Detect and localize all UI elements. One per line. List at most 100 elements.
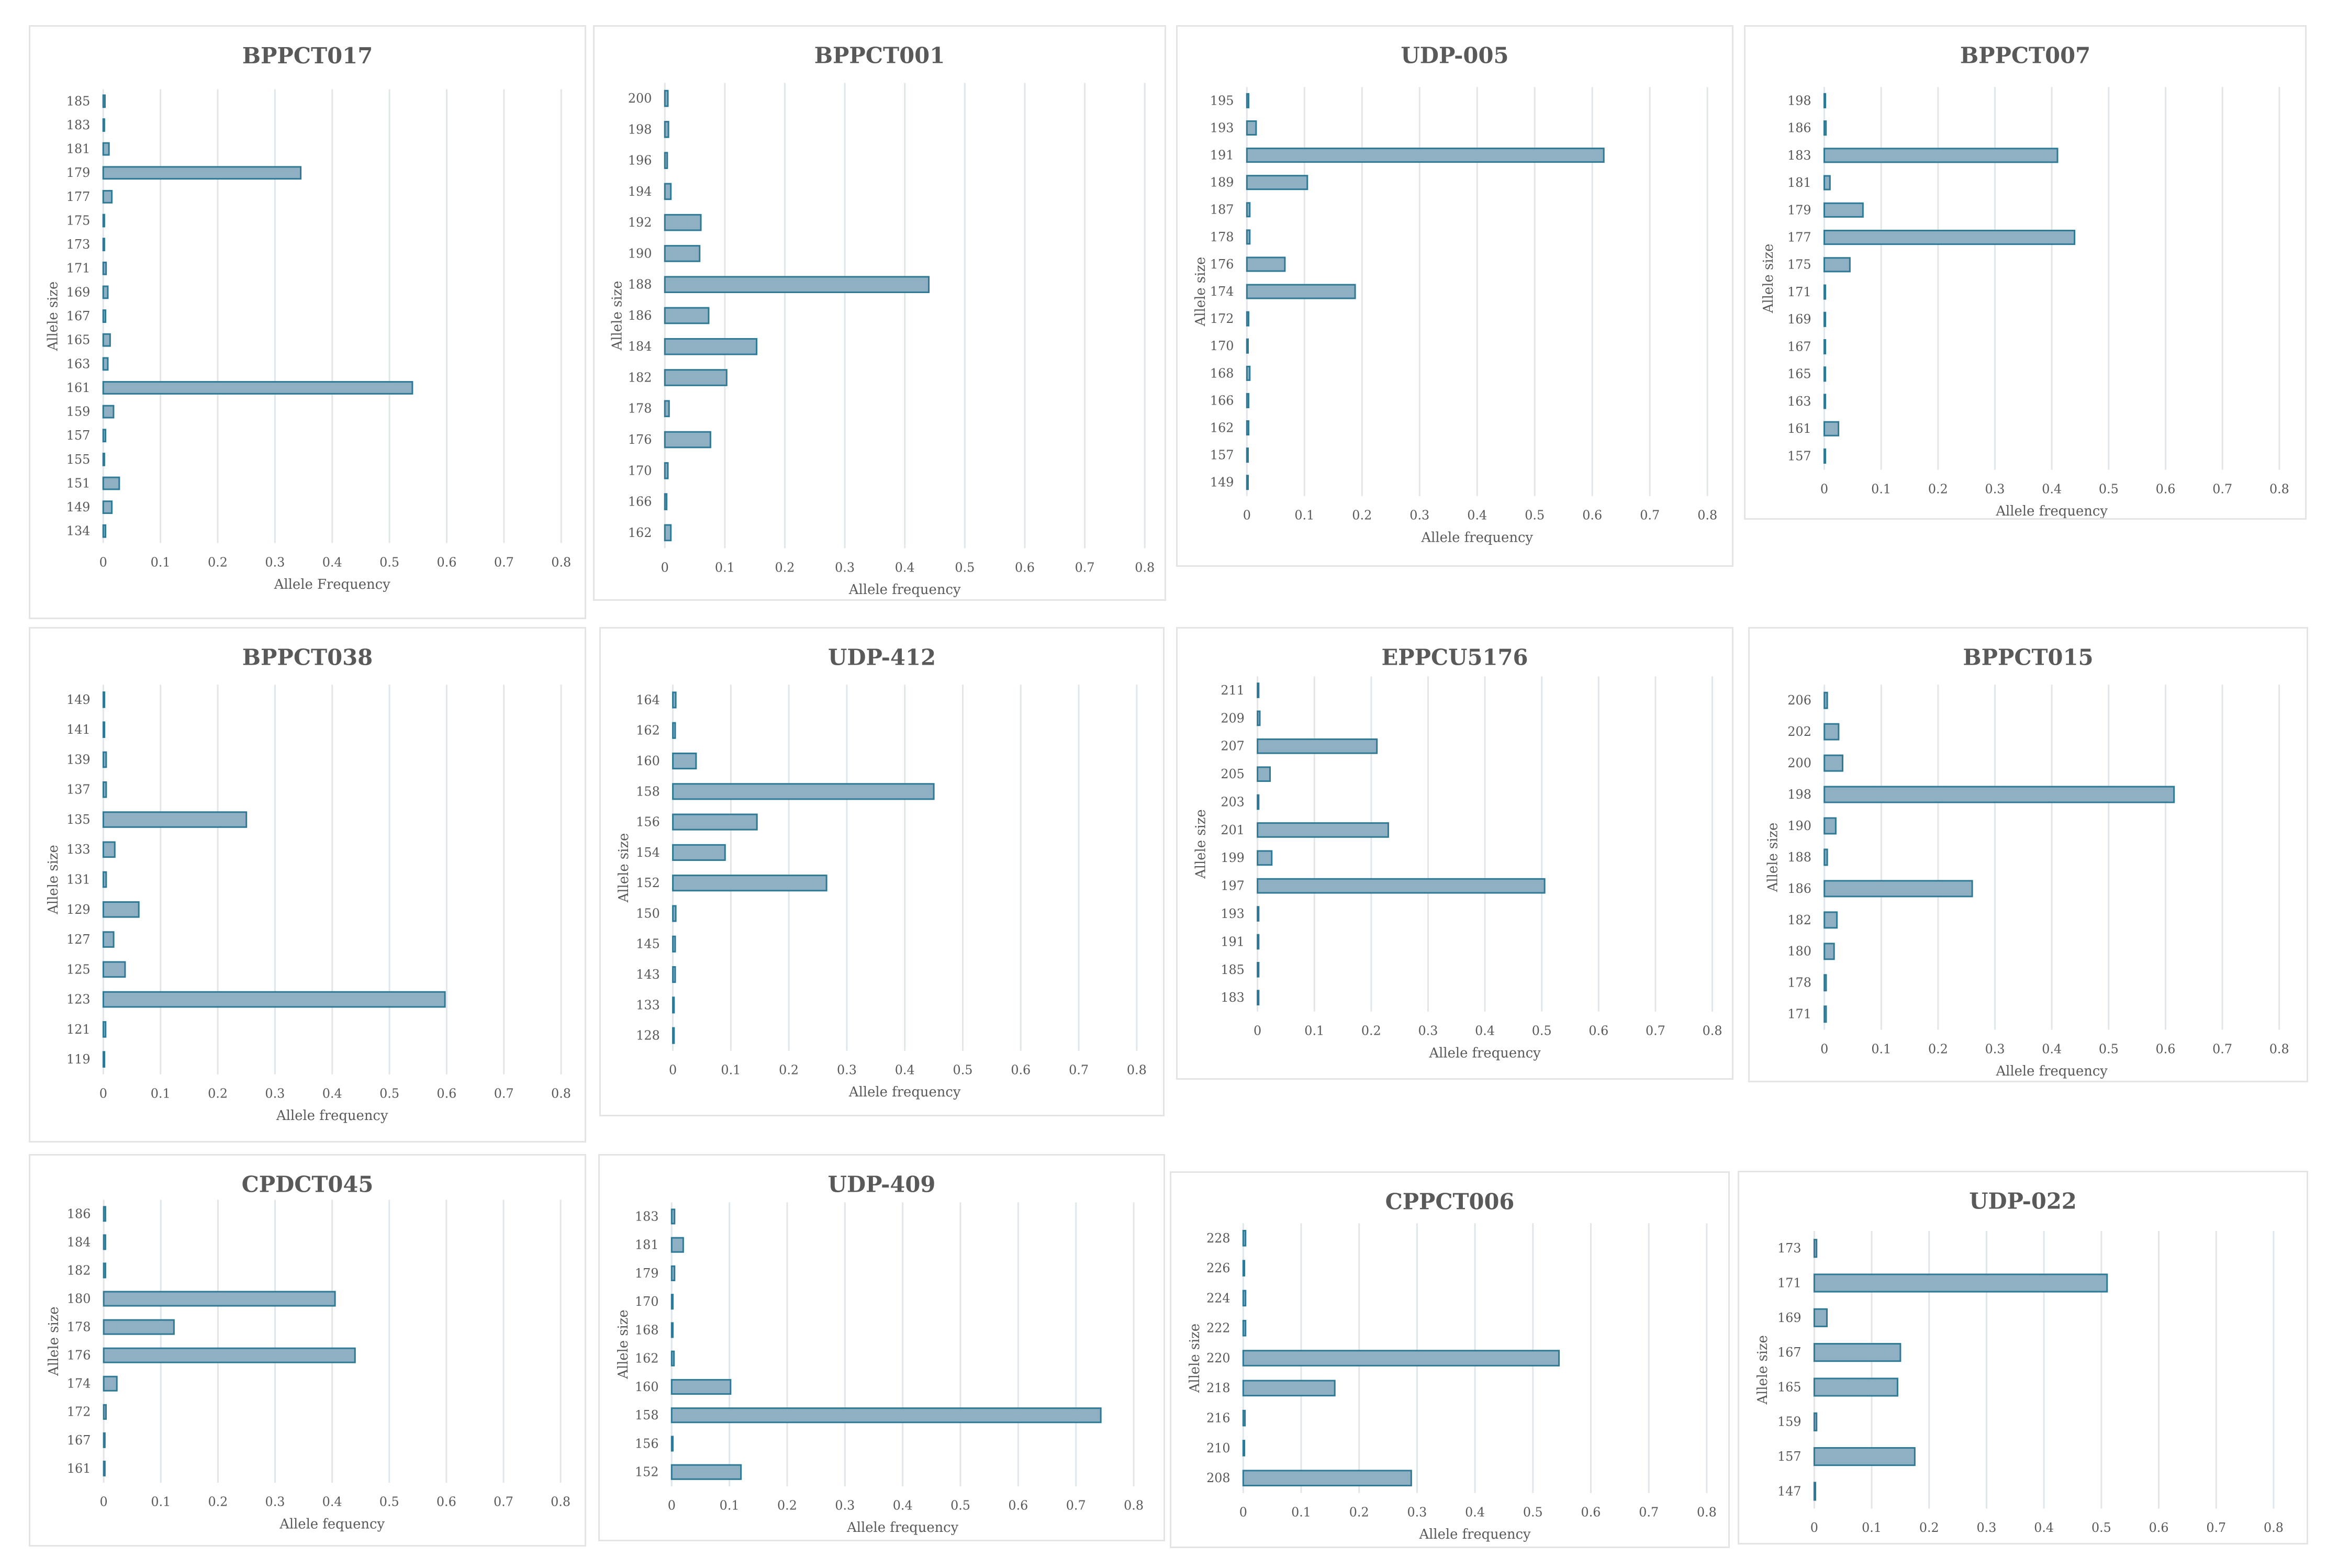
y-tick-label: 157 [1210, 448, 1234, 463]
bar-160 [672, 752, 697, 770]
bar-178 [1823, 974, 1827, 992]
y-tick-label: 178 [628, 401, 652, 416]
y-tick-label: 175 [66, 213, 91, 228]
chart-panel-cpdct045: CPDCT045 0 0.1 0.2 0.3 0.4 0.5 0.6 0.7 0.8 Allele … [29, 1154, 586, 1547]
x-tick-label: 0.3 [265, 1495, 285, 1509]
y-tick-label: 159 [1777, 1415, 1801, 1429]
y-tick-label: 196 [628, 153, 652, 168]
y-tick-label: 180 [67, 1291, 91, 1306]
bar-156 [670, 1436, 674, 1452]
y-tick-label: 178 [1210, 230, 1234, 244]
bar-178 [664, 400, 670, 418]
bar-174 [1246, 284, 1356, 299]
y-tick-label: 171 [1777, 1275, 1801, 1290]
chart-title: BPPCT015 [1963, 645, 2093, 670]
y-tick-label: 152 [635, 1465, 658, 1480]
bar-171 [1823, 1005, 1827, 1023]
chart-panel-udp-412: UDP-412 0 0.1 0.2 0.3 0.4 0.5 0.6 0.7 0.8 Allele f… [599, 627, 1165, 1116]
y-axis-label: Allele size [1193, 257, 1209, 327]
bar-127 [102, 931, 115, 948]
bar-171 [102, 261, 107, 275]
y-tick-label: 183 [1787, 148, 1811, 163]
y-tick-label: 170 [1210, 339, 1234, 353]
y-tick-label: 137 [66, 782, 91, 797]
bar-156 [672, 813, 758, 831]
x-tick-label: 0.1 [1862, 1520, 1882, 1535]
x-tick-label: 0.7 [1640, 508, 1660, 523]
x-tick-label: 0.1 [1304, 1024, 1324, 1038]
bar-171 [1823, 284, 1827, 300]
x-tick-label: 0.7 [2206, 1520, 2226, 1535]
x-tick-label: 0.2 [777, 1498, 797, 1513]
x-tick-label: 0.2 [1919, 1520, 1939, 1535]
x-tick-label: 0 [99, 555, 107, 569]
x-tick-label: 0 [668, 1498, 676, 1513]
y-tick-label: 183 [635, 1209, 658, 1224]
bar-170 [664, 462, 669, 479]
bar-169 [1813, 1308, 1828, 1327]
y-tick-label: 171 [66, 261, 91, 276]
chart-title: CPDCT045 [242, 1171, 374, 1197]
y-tick-label: 185 [66, 94, 91, 108]
y-tick-label: 172 [67, 1405, 91, 1419]
y-tick-label: 190 [628, 246, 652, 261]
x-tick-label: 0.6 [1581, 1505, 1601, 1519]
x-axis-label: Allele frequency [848, 1084, 961, 1100]
bar-203 [1257, 794, 1260, 810]
y-tick-label: 162 [635, 1351, 658, 1366]
x-tick-label: 0.1 [1291, 1505, 1311, 1519]
bar-184 [103, 1234, 106, 1250]
bar-198 [1823, 93, 1827, 108]
y-tick-label: 222 [1206, 1321, 1230, 1336]
x-tick-label: 0.5 [2099, 1041, 2119, 1056]
y-tick-label: 175 [1787, 257, 1811, 272]
y-tick-label: 161 [67, 1461, 91, 1476]
bar-165 [1823, 366, 1827, 382]
x-tick-label: 0.4 [322, 555, 342, 569]
y-tick-label: 193 [1221, 906, 1244, 921]
bar-188 [1823, 848, 1828, 866]
y-tick-label: 184 [67, 1235, 91, 1249]
bar-134 [102, 524, 107, 538]
x-tick-label: 0.2 [1349, 1505, 1369, 1519]
y-tick-label: 165 [66, 333, 91, 348]
bar-196 [664, 152, 668, 169]
bar-194 [664, 183, 672, 200]
bar-182 [664, 369, 728, 386]
bar-183 [102, 118, 105, 132]
y-tick-label: 164 [636, 692, 659, 707]
bar-158 [670, 1407, 1102, 1424]
y-tick-label: 189 [1210, 175, 1234, 190]
bar-175 [1823, 257, 1851, 273]
bar-167 [102, 309, 107, 323]
bar-162 [664, 524, 672, 542]
x-tick-label: 0.1 [1871, 481, 1891, 496]
bar-159 [102, 405, 115, 419]
x-tick-label: 0.7 [1075, 560, 1095, 575]
x-tick-label: 0.8 [551, 555, 571, 569]
bar-170 [1246, 338, 1249, 354]
bar-188 [664, 276, 930, 294]
y-tick-label: 185 [1221, 962, 1244, 977]
y-tick-label: 129 [66, 902, 91, 917]
x-tick-label: 0.2 [779, 1063, 799, 1078]
y-tick-label: 191 [1221, 934, 1244, 949]
x-tick-label: 0.4 [1465, 1505, 1485, 1519]
bar-125 [102, 961, 126, 978]
bar-195 [1246, 93, 1250, 108]
x-tick-label: 0.2 [208, 555, 228, 569]
bar-183 [1823, 148, 2058, 163]
x-tick-label: 0.4 [2042, 481, 2062, 496]
x-tick-label: 0.8 [2269, 481, 2289, 496]
y-tick-label: 198 [1787, 787, 1811, 802]
x-tick-label: 0.6 [2156, 481, 2176, 496]
bar-159 [1813, 1412, 1818, 1431]
chart-svg: UDP-412 0 0.1 0.2 0.3 0.4 0.5 0.6 0.7 0.8 Allele f… [616, 645, 1147, 1101]
chart-svg: BPPCT007 0 0.1 0.2 0.3 0.4 0.5 0.6 0.7 0.8 Allele … [1761, 43, 2289, 518]
bar-168 [1246, 365, 1251, 381]
y-tick-label: 181 [1787, 175, 1811, 190]
y-tick-label: 197 [1221, 879, 1244, 893]
chart-panel-bppct017: BPPCT017 0 0.1 0.2 0.3 0.4 0.5 0.6 0.7 0.8 Allele … [29, 25, 586, 619]
x-tick-label: 0.5 [1523, 1505, 1543, 1519]
bar-182 [103, 1262, 106, 1279]
